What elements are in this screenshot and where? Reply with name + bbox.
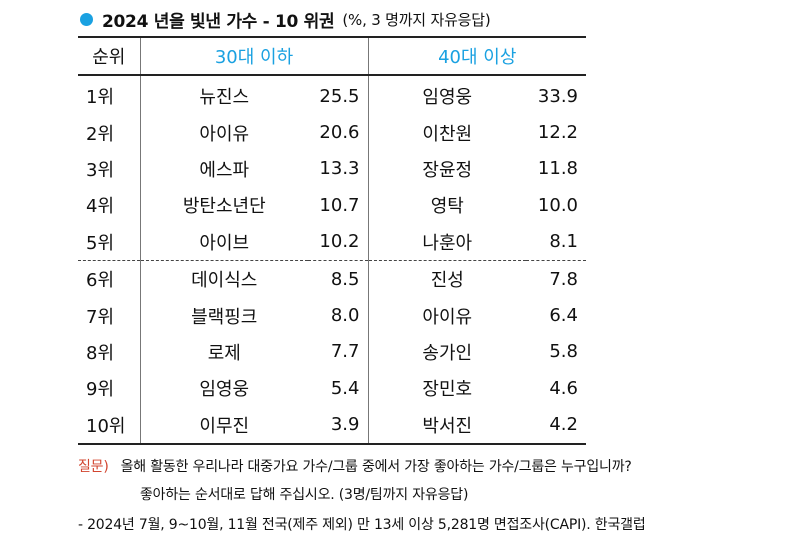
table-row: 1위 뉴진스 25.5 임영웅 33.9 (78, 75, 586, 115)
name-b-cell: 진성 (368, 259, 526, 298)
name-b-cell: 이찬원 (422, 123, 473, 145)
rank-cell: 4위 (78, 187, 141, 224)
name-a-cell: 로제 (207, 342, 241, 364)
rank-cell: 5위 (78, 223, 141, 261)
rank-cell: 8위 (78, 333, 141, 371)
rank-cell: 3위 (78, 150, 141, 188)
question-text-1: 올해 활동한 우리나라 대중가요 가수/그룹 중에서 가장 좋아하는 가수/그룹… (120, 459, 632, 475)
name-a-cell: 블랙핑크 (191, 306, 258, 328)
name-a-cell: 아이유 (199, 123, 250, 145)
value-a-cell: 25.5 (308, 75, 369, 115)
table-row: 8위 로제 7.7 송가인 5.8 (78, 333, 586, 371)
rank-cell: 6위 (78, 259, 141, 298)
name-b-cell: 영탁 (430, 196, 464, 218)
question-line-2: 좋아하는 순서대로 답해 주십시오. (3명/팀까지 자유응답) (140, 487, 469, 503)
table-row: 10위 이무진 3.9 박서진 4.2 (78, 406, 586, 445)
rank-cell: 1위 (78, 75, 141, 115)
value-b-cell: 12.2 (537, 122, 578, 144)
table-header-row: 순위 30대 이하 40대 이상 (78, 36, 586, 76)
name-b-cell: 나훈아 (422, 232, 473, 254)
value-a-cell: 3.9 (308, 406, 369, 445)
value-b-cell: 4.6 (549, 377, 578, 399)
group-a-header: 30대 이하 (140, 36, 369, 76)
ranking-table: 순위 30대 이하 40대 이상 1위 뉴진스 25.5 임영웅 33.9 2위 아이유 20… (78, 36, 586, 445)
value-a-cell: 20.6 (308, 114, 369, 151)
value-b-cell: 4.2 (526, 406, 586, 445)
page-title: 2024 년을 빛낸 가수 - 10 위권 (102, 11, 335, 32)
name-b-cell: 박서진 (368, 406, 526, 445)
name-b-cell: 장민호 (422, 379, 473, 401)
group-b-header: 40대 이상 (368, 36, 586, 76)
source-note: - 2024년 7월, 9~10월, 11월 전국(제주 제외) 만 13세 이… (78, 517, 646, 533)
page-subtitle: (%, 3 명까지 자유응답) (342, 10, 491, 29)
name-a-cell: 방탄소년단 (182, 196, 266, 218)
rank-cell: 7위 (78, 297, 141, 334)
table-row: 9위 임영웅 5.4 장민호 4.6 (78, 370, 586, 407)
table-row: 5위 아이브 10.2 나훈아 8.1 (78, 223, 586, 261)
title-row: 2024 년을 빛낸 가수 - 10 위권 (%, 3 명까지 자유응답) (80, 6, 491, 32)
name-b-cell: 장윤정 (422, 159, 473, 181)
question-line-1: 질문) 올해 활동한 우리나라 대중가요 가수/그룹 중에서 가장 좋아하는 가수… (78, 456, 632, 476)
name-a-cell: 임영웅 (199, 379, 250, 401)
name-b-cell: 아이유 (422, 306, 473, 328)
name-a-cell: 에스파 (199, 159, 250, 181)
value-b-cell: 7.8 (526, 259, 586, 298)
value-b-cell: 33.9 (537, 85, 578, 107)
value-b-cell: 8.1 (549, 231, 578, 253)
name-b-cell: 임영웅 (422, 87, 473, 109)
table-row: 6위 데이식스 8.5 진성 7.8 (78, 259, 586, 298)
value-b-cell: 10.0 (537, 194, 578, 216)
value-a-cell: 7.7 (308, 333, 369, 371)
value-a-cell: 8.5 (308, 259, 369, 298)
table-row: 4위 방탄소년단 10.7 영탁 10.0 (78, 187, 586, 224)
name-a-cell: 뉴진스 (199, 87, 250, 109)
value-a-cell: 8.0 (308, 297, 369, 334)
name-a-cell: 데이식스 (140, 259, 308, 298)
rank-cell: 10위 (78, 406, 141, 445)
bullet-icon (80, 12, 93, 26)
rank-cell: 2위 (78, 114, 141, 151)
value-a-cell: 10.7 (308, 187, 369, 224)
value-b-cell: 11.8 (537, 158, 578, 180)
rank-cell: 9위 (78, 370, 141, 407)
table-row: 7위 블랙핑크 8.0 아이유 6.4 (78, 297, 586, 334)
table-row: 3위 에스파 13.3 장윤정 11.8 (78, 150, 586, 188)
rank-header: 순위 (78, 36, 141, 76)
name-a-cell: 아이브 (199, 232, 250, 254)
name-b-cell: 송가인 (422, 342, 473, 364)
value-a-cell: 5.4 (308, 370, 369, 407)
table-body: 1위 뉴진스 25.5 임영웅 33.9 2위 아이유 20.6 이찬원 12.2 3위 에스파 13.… (78, 75, 586, 445)
value-b-cell: 5.8 (549, 341, 578, 363)
value-b-cell: 6.4 (549, 305, 578, 327)
name-a-cell: 이무진 (140, 406, 308, 445)
table-row: 2위 아이유 20.6 이찬원 12.2 (78, 114, 586, 151)
value-a-cell: 13.3 (308, 150, 369, 188)
question-label: 질문) (78, 459, 109, 475)
value-a-cell: 10.2 (308, 223, 369, 261)
